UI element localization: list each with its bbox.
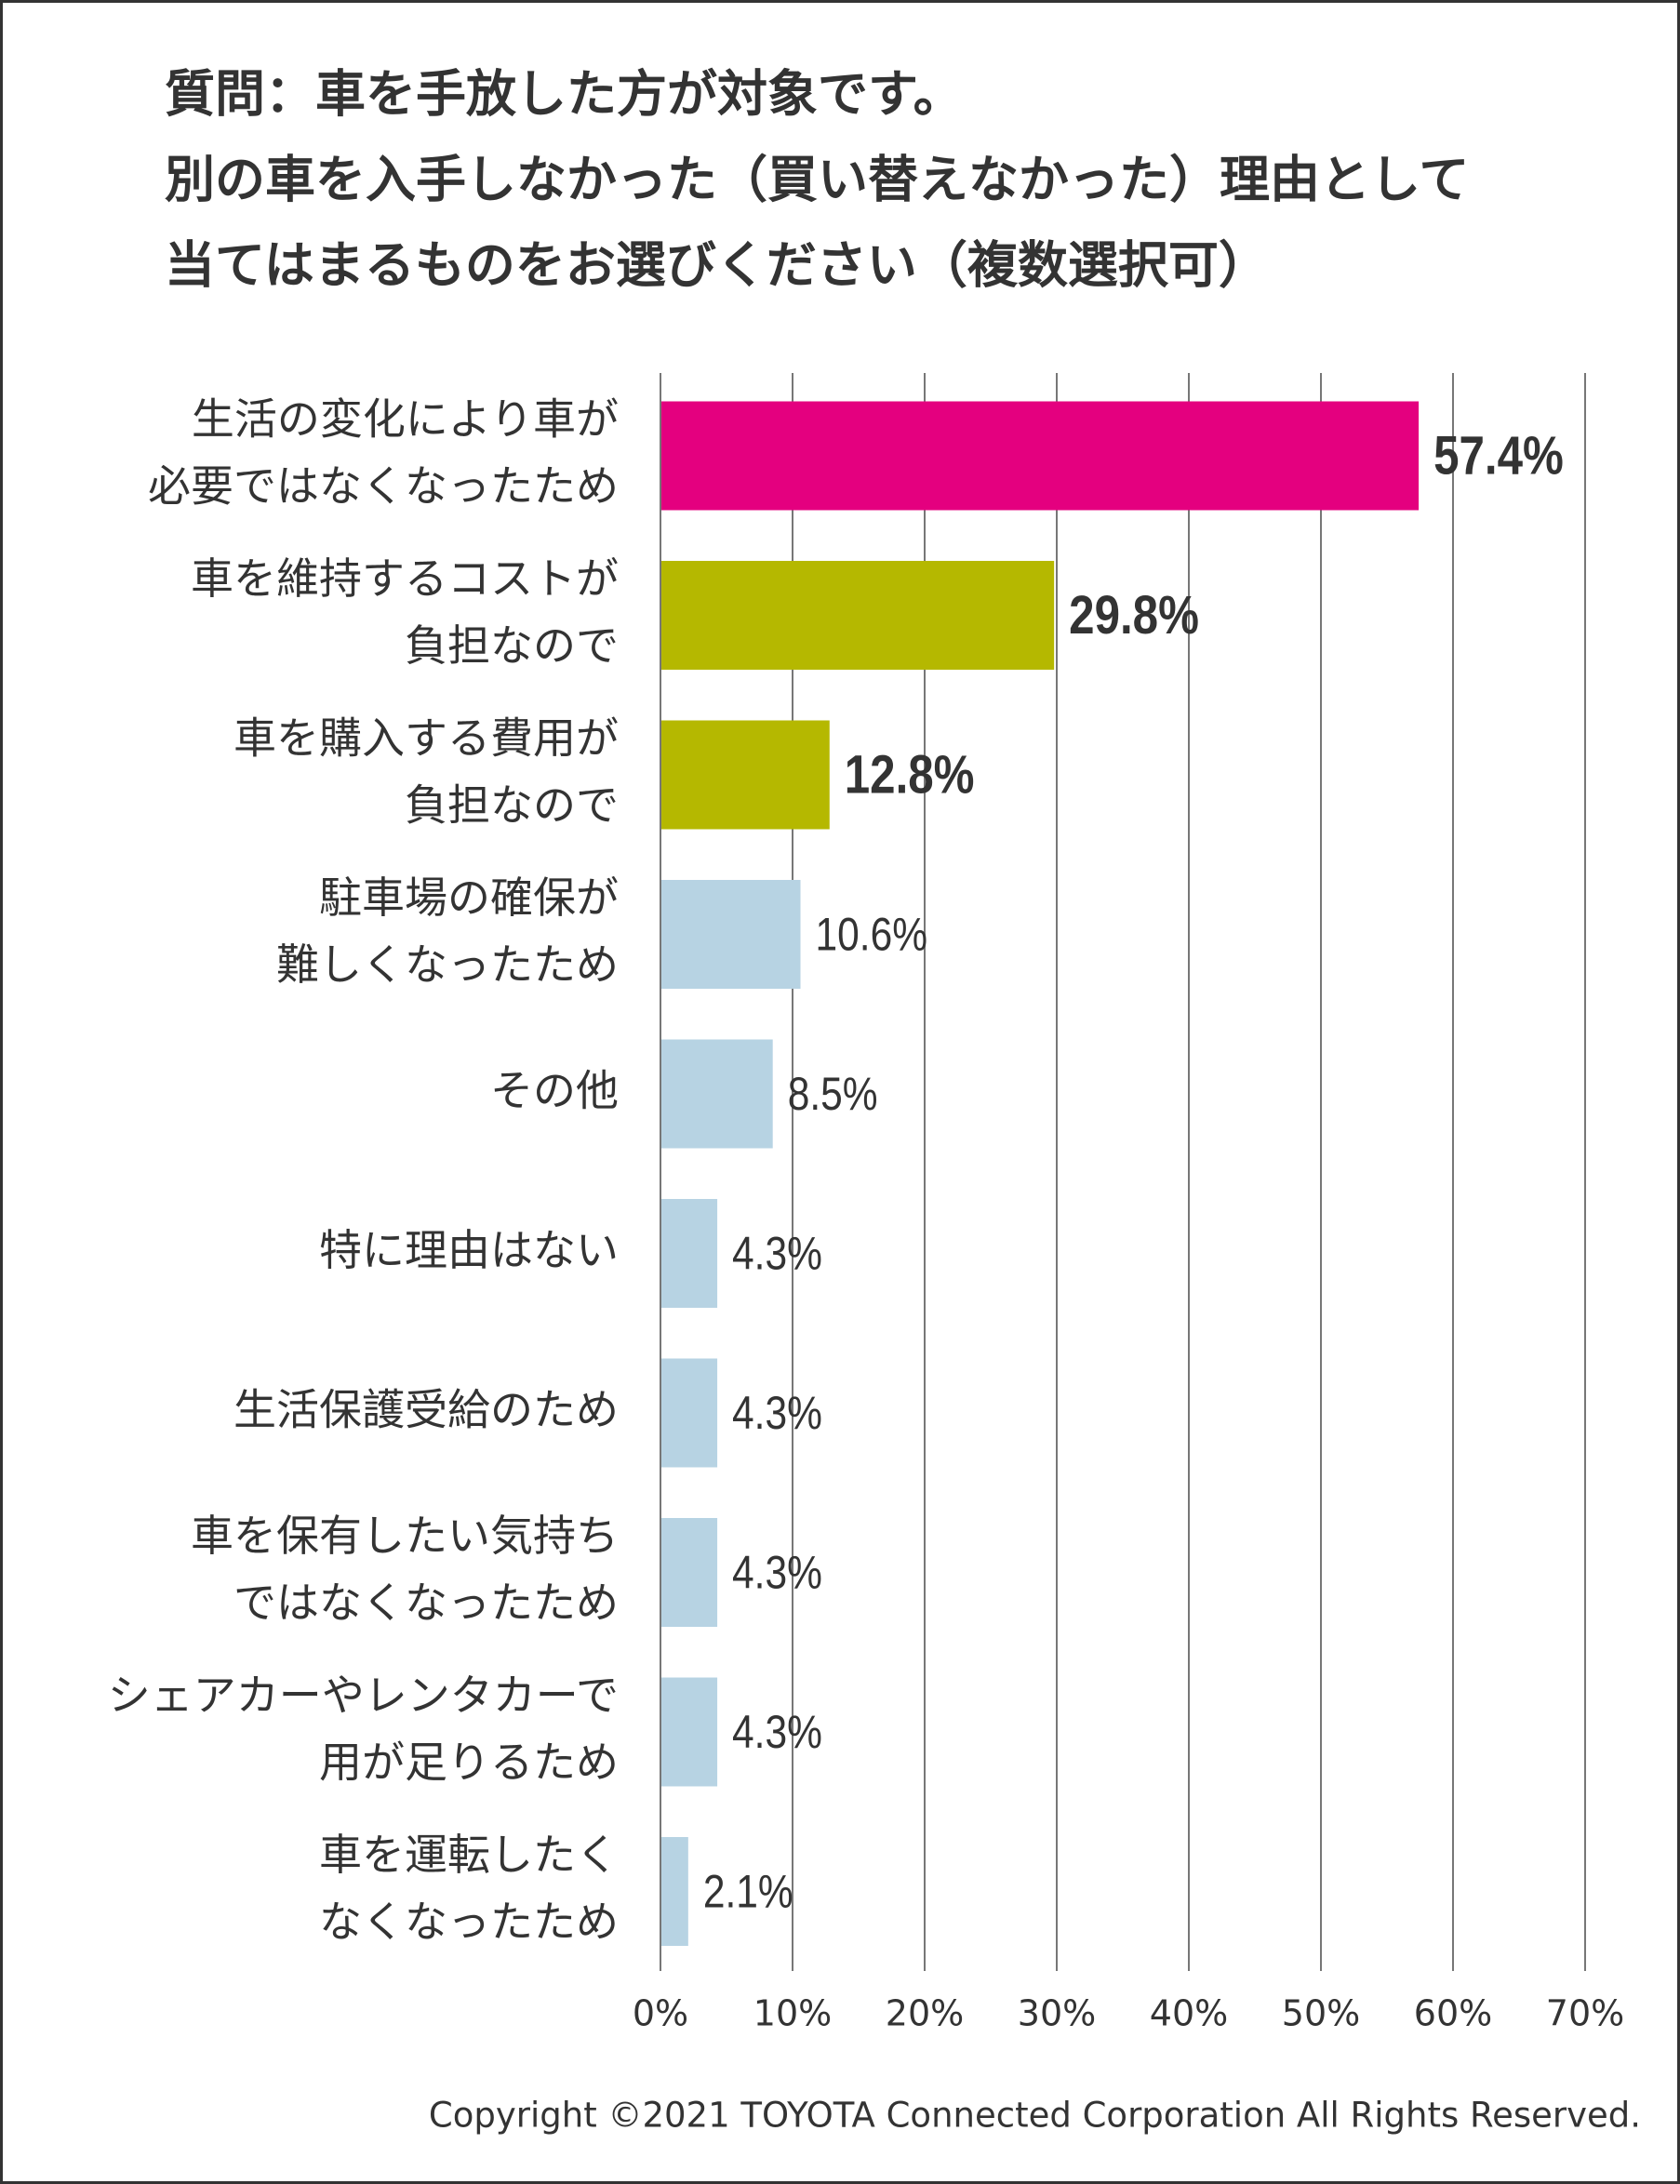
value-label: 12.8% (845, 745, 975, 806)
y-tick-label: シェアカーやレンタカーで (108, 1671, 619, 1721)
bar (660, 720, 830, 830)
value-label: 4.3% (732, 1227, 822, 1279)
bar (660, 1518, 718, 1627)
x-tick-label: 50% (1282, 1993, 1360, 2034)
value-label: 4.3% (732, 1706, 822, 1758)
y-tick-label: 生活保護受給のため (233, 1385, 619, 1435)
chart-title: 質問：車を手放した方が対象です。 (165, 65, 964, 124)
bar (660, 880, 801, 989)
y-tick-label: なくなったため (319, 1897, 619, 1947)
bar (660, 561, 1055, 670)
x-tick-label: 40% (1150, 1993, 1228, 2034)
value-label: 29.8% (1069, 585, 1199, 646)
y-tick-label: 難しくなったため (276, 939, 619, 990)
chart-title: 当てはまるものをお選びください（複数選択可） (165, 236, 1269, 295)
y-tick-label: ではなくなったため (233, 1578, 619, 1628)
value-label: 4.3% (732, 1546, 822, 1598)
y-tick-label: 用が足りるため (319, 1738, 619, 1788)
y-tick-label: 車を保有したい気持ち (191, 1511, 619, 1561)
bar (660, 1837, 688, 1946)
bar (660, 1358, 718, 1468)
footer: Copyright ©2021 TOYOTA Connected Corpora… (429, 2096, 1641, 2136)
bar (660, 1039, 773, 1149)
x-tick-label: 0% (633, 1993, 688, 2034)
y-tick-label: その他 (490, 1066, 619, 1116)
value-label: 8.5% (788, 1068, 878, 1120)
value-label: 57.4% (1433, 426, 1564, 486)
x-tick-label: 60% (1414, 1993, 1492, 2034)
bar (660, 1677, 718, 1787)
y-tick-label: 負担なので (405, 780, 619, 831)
y-tick-label: 車を維持するコストが (191, 553, 619, 604)
x-tick-label: 30% (1018, 1993, 1096, 2034)
x-tick-label: 20% (886, 1993, 964, 2034)
y-tick-label: 特に理由はない (319, 1225, 619, 1275)
x-tick-label: 10% (753, 1993, 832, 2034)
bar (660, 1199, 718, 1308)
chart-title: 別の車を入手しなかった（買い替えなかった）理由として (165, 151, 1469, 209)
x-tick-label: 70% (1546, 1993, 1624, 2034)
y-tick-label: 生活の変化により車が (192, 394, 619, 445)
value-label: 4.3% (732, 1387, 822, 1439)
bar (660, 401, 1420, 511)
value-label: 10.6% (816, 908, 927, 960)
value-label: 2.1% (703, 1865, 793, 1917)
y-tick-label: 必要ではなくなったため (148, 461, 619, 512)
y-tick-label: 駐車場の確保が (319, 872, 619, 923)
y-tick-label: 車を購入する費用が (233, 713, 619, 764)
y-tick-label: 車を運転したく (319, 1830, 619, 1880)
y-tick-label: 負担なので (405, 620, 619, 671)
